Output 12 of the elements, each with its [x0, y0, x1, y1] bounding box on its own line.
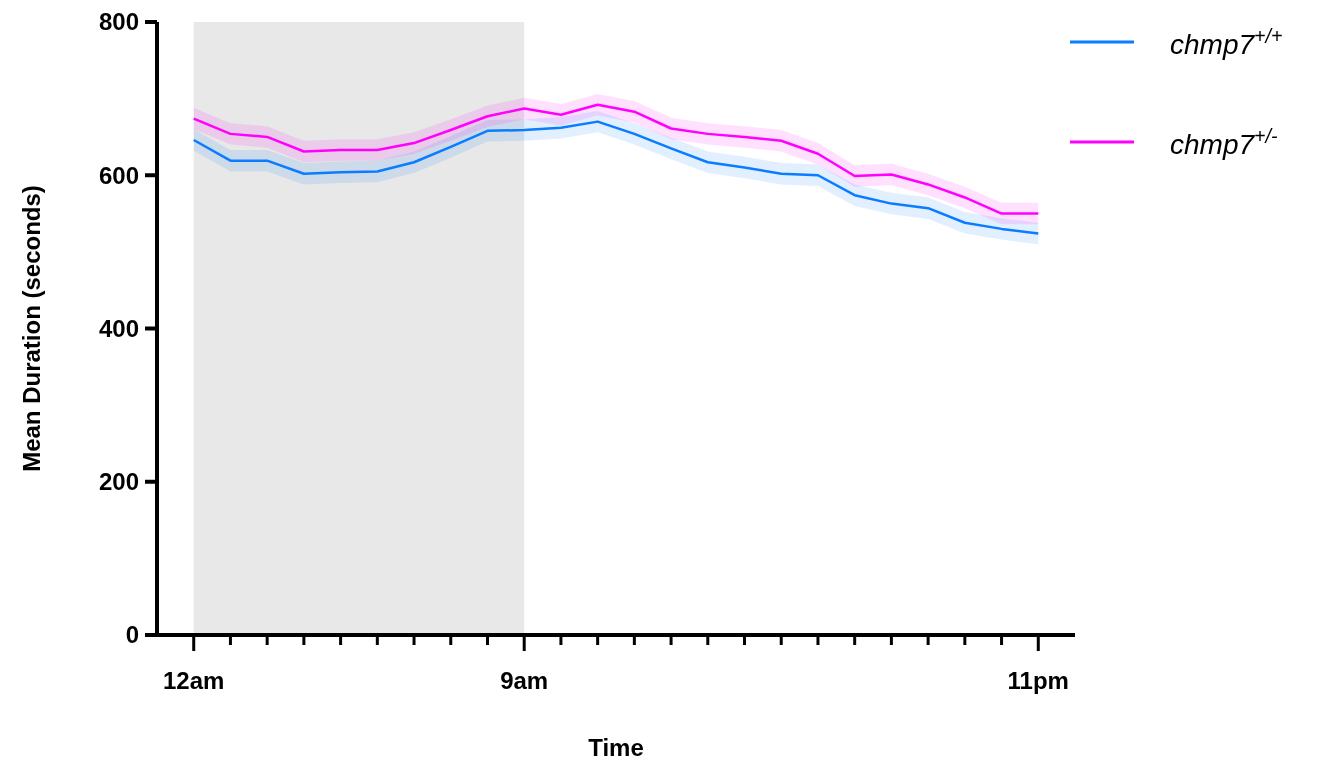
x-tick-label: 11pm	[1007, 667, 1069, 694]
y-tick-label: 400	[98, 314, 139, 342]
y-tick-label: 800	[98, 8, 139, 36]
legend-label: chmp7$^{+/-}$	[1170, 125, 1278, 160]
y-axis-title: Mean Duration (seconds)	[18, 185, 45, 472]
y-tick-label: 0	[125, 621, 139, 649]
y-tick-label: 600	[98, 161, 139, 189]
x-tick-label: 9am	[500, 667, 549, 694]
x-tick-label: 12am	[163, 667, 225, 694]
x-axis-title: Time	[588, 734, 644, 761]
y-tick-label: 200	[98, 468, 139, 496]
legend-label: chmp7$^{+/+}$	[1170, 25, 1283, 60]
